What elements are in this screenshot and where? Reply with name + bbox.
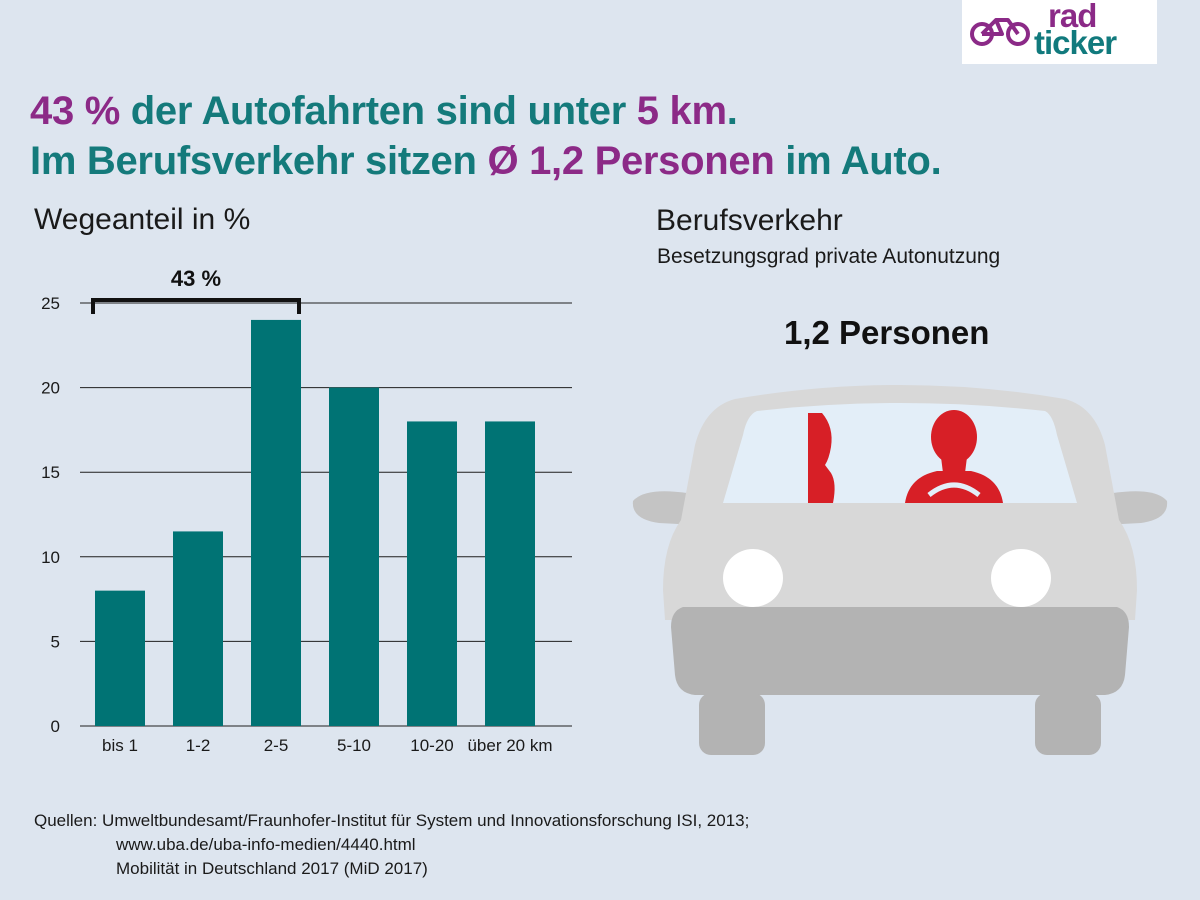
headline-text: Im Berufsverkehr sitzen	[30, 139, 488, 183]
logo-ticker: ticker	[1034, 24, 1117, 61]
right-panel-title: Berufsverkehr	[656, 204, 843, 237]
front-bumper	[671, 607, 1129, 695]
right-wheel	[1035, 693, 1101, 755]
y-tick-label: 0	[51, 717, 60, 736]
source-line: www.uba.de/uba-info-medien/4440.html	[116, 835, 416, 854]
bars	[95, 319, 535, 726]
headline-accent-distance: 5 km	[636, 89, 727, 133]
bar-1	[95, 590, 145, 726]
y-tick-label: 5	[51, 632, 60, 651]
bar-5	[407, 421, 457, 726]
bicycle-icon	[970, 18, 1030, 46]
range-bracket	[91, 298, 301, 314]
y-tick-label: 25	[41, 294, 60, 313]
x-tick-label: 10-20	[410, 736, 453, 755]
chart-title: Wegeanteil in %	[34, 203, 251, 236]
x-tick-label: 5-10	[337, 736, 371, 755]
right-mirror	[1103, 491, 1168, 525]
radticker-logo: rad ticker	[962, 0, 1157, 64]
bar-3	[251, 319, 301, 726]
headline-line-2: Im Berufsverkehr sitzen Ø 1,2 Personen i…	[30, 136, 942, 186]
bar-chart: 0 5 10 15 20 25 bis 1 1-2 2-5 5-10 10-20 über 20 km…	[41, 266, 572, 755]
left-mirror	[632, 491, 697, 525]
occupancy-value: 1,2 Personen	[784, 314, 990, 351]
headline: 43 % der Autofahrten sind unter 5 km. Im…	[30, 86, 942, 186]
passenger-figure	[808, 413, 835, 503]
headline-accent-percent: 43 %	[30, 89, 120, 133]
source-line: Mobilität in Deutschland 2017 (MiD 2017)	[116, 859, 428, 878]
range-label: 43 %	[171, 266, 221, 291]
bar-6	[485, 421, 535, 726]
car-illustration	[632, 385, 1168, 755]
x-tick-label: über 20 km	[467, 736, 552, 755]
right-headlight	[991, 549, 1051, 607]
x-tick-label: 2-5	[264, 736, 289, 755]
headline-text: .	[726, 89, 738, 133]
y-tick-label: 20	[41, 379, 60, 398]
left-headlight	[723, 549, 783, 607]
range-annotation: 43 %	[91, 266, 301, 314]
bar-4	[329, 387, 379, 726]
headline-accent-persons: Ø 1,2 Personen	[487, 139, 775, 183]
y-tick-label: 10	[41, 548, 60, 567]
headline-line-1: 43 % der Autofahrten sind unter 5 km.	[30, 86, 941, 136]
windshield	[723, 403, 1077, 503]
driver-figure	[905, 410, 1003, 503]
source-line: Quellen: Umweltbundesamt/Fraunhofer-Inst…	[34, 811, 750, 830]
headline-text: der Autofahrten sind unter	[119, 89, 637, 133]
x-tick-label: 1-2	[186, 736, 211, 755]
y-tick-label: 15	[41, 463, 60, 482]
sources: Quellen: Umweltbundesamt/Fraunhofer-Inst…	[34, 809, 749, 881]
right-panel-subtitle: Besetzungsgrad private Autonutzung	[657, 245, 1001, 268]
left-wheel	[699, 693, 765, 755]
logo-rad: rad	[1048, 0, 1097, 34]
tick-labels: 0 5 10 15 20 25 bis 1 1-2 2-5 5-10 10-20 über 20 km	[41, 294, 552, 755]
bar-2	[173, 531, 223, 726]
headline-text: im Auto.	[774, 139, 942, 183]
x-tick-label: bis 1	[102, 736, 138, 755]
